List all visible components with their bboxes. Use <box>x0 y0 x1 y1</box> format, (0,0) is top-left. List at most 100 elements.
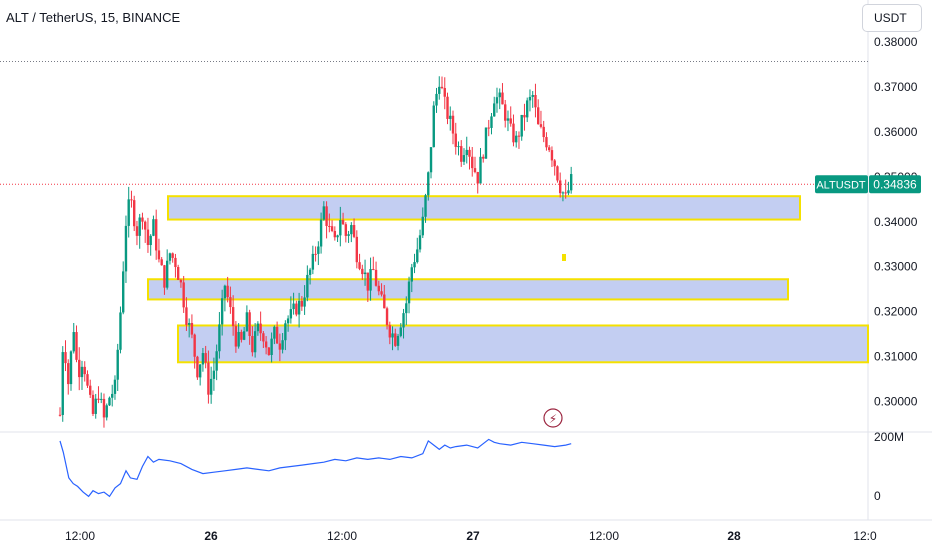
candle-body[interactable] <box>138 217 141 236</box>
candle-body[interactable] <box>553 160 556 167</box>
candle-body[interactable] <box>501 92 504 105</box>
candle-body[interactable] <box>429 147 433 173</box>
candle-body[interactable] <box>427 172 430 196</box>
candle-body[interactable] <box>182 282 185 308</box>
candle-body[interactable] <box>319 219 323 247</box>
candle-body[interactable] <box>215 351 218 371</box>
demand-zone[interactable] <box>167 195 801 221</box>
candle-body[interactable] <box>234 326 238 347</box>
candle-body[interactable] <box>352 225 356 237</box>
candle-body[interactable] <box>372 269 375 271</box>
candle-body[interactable] <box>168 253 172 261</box>
candle-body[interactable] <box>539 124 543 127</box>
candle-body[interactable] <box>248 312 251 336</box>
candle-body[interactable] <box>251 335 254 353</box>
candle-body[interactable] <box>405 303 408 314</box>
candle-body[interactable] <box>102 398 106 418</box>
candle-body[interactable] <box>476 172 479 184</box>
candle-body[interactable] <box>185 307 188 325</box>
candle-body[interactable] <box>176 267 180 280</box>
candle-body[interactable] <box>306 274 309 298</box>
candle-body[interactable] <box>432 105 435 148</box>
candle-body[interactable] <box>61 352 64 415</box>
demand-zone[interactable] <box>147 278 789 301</box>
candle-body[interactable] <box>465 149 468 156</box>
candle-body[interactable] <box>550 150 554 161</box>
candle-body[interactable] <box>547 147 551 151</box>
candle-body[interactable] <box>119 312 122 350</box>
candle-body[interactable] <box>473 168 477 173</box>
candle-body[interactable] <box>374 269 378 286</box>
candle-body[interactable] <box>487 127 490 129</box>
candle-body[interactable] <box>72 332 75 352</box>
candle-body[interactable] <box>97 398 100 400</box>
candle-body[interactable] <box>418 235 422 250</box>
candle-body[interactable] <box>495 97 499 104</box>
candle-body[interactable] <box>204 353 207 363</box>
candle-body[interactable] <box>300 300 304 307</box>
candle-body[interactable] <box>311 253 315 270</box>
candle-body[interactable] <box>163 265 166 288</box>
candle-body[interactable] <box>165 260 169 288</box>
candle-body[interactable] <box>531 95 534 97</box>
candle-body[interactable] <box>86 374 89 386</box>
candle-body[interactable] <box>308 269 312 275</box>
candle-body[interactable] <box>171 253 174 258</box>
candle-body[interactable] <box>435 93 438 106</box>
candle-body[interactable] <box>479 156 482 184</box>
candle-body[interactable] <box>231 307 235 327</box>
candle-body[interactable] <box>314 253 317 255</box>
candle-body[interactable] <box>542 126 545 138</box>
candle-body[interactable] <box>383 294 386 309</box>
candle-body[interactable] <box>556 166 559 181</box>
candle-body[interactable] <box>242 331 246 340</box>
candle-body[interactable] <box>509 118 512 124</box>
candle-body[interactable] <box>223 285 227 299</box>
candle-body[interactable] <box>443 88 446 97</box>
candle-body[interactable] <box>366 272 370 291</box>
candle-body[interactable] <box>127 199 130 226</box>
candle-body[interactable] <box>388 325 391 338</box>
demand-zone[interactable] <box>177 324 869 364</box>
candle-body[interactable] <box>413 262 416 268</box>
candle-body[interactable] <box>517 135 521 137</box>
candle-body[interactable] <box>157 250 161 260</box>
candle-body[interactable] <box>264 341 268 348</box>
candle-body[interactable] <box>490 116 493 128</box>
candle-body[interactable] <box>278 343 282 350</box>
candle-body[interactable] <box>421 216 424 236</box>
candle-body[interactable] <box>253 331 257 353</box>
candle-body[interactable] <box>385 308 389 326</box>
candle-body[interactable] <box>561 192 565 194</box>
candle-body[interactable] <box>108 397 111 406</box>
candle-body[interactable] <box>482 156 485 159</box>
candle-body[interactable] <box>303 297 306 307</box>
candle-body[interactable] <box>256 323 260 332</box>
candle-body[interactable] <box>267 347 271 356</box>
candle-body[interactable] <box>240 331 243 340</box>
candle-body[interactable] <box>520 114 523 137</box>
candle-body[interactable] <box>328 225 331 227</box>
candle-body[interactable] <box>341 220 345 225</box>
lightning-icon[interactable] <box>543 408 563 428</box>
candle-body[interactable] <box>468 149 471 157</box>
candle-body[interactable] <box>526 100 529 118</box>
candle-body[interactable] <box>212 370 216 379</box>
candle-body[interactable] <box>355 236 359 263</box>
candle-body[interactable] <box>111 393 114 398</box>
candle-body[interactable] <box>193 334 196 357</box>
candle-body[interactable] <box>380 291 383 295</box>
candle-body[interactable] <box>133 200 136 227</box>
candle-body[interactable] <box>506 118 510 121</box>
candle-body[interactable] <box>273 326 276 339</box>
candle-body[interactable] <box>440 86 444 89</box>
candle-body[interactable] <box>146 229 150 246</box>
candle-body[interactable] <box>201 353 205 365</box>
candle-body[interactable] <box>275 326 279 344</box>
candle-body[interactable] <box>83 366 86 375</box>
candle-body[interactable] <box>363 272 367 275</box>
candle-body[interactable] <box>317 246 320 254</box>
candle-body[interactable] <box>460 146 463 162</box>
candle-body[interactable] <box>262 333 265 342</box>
